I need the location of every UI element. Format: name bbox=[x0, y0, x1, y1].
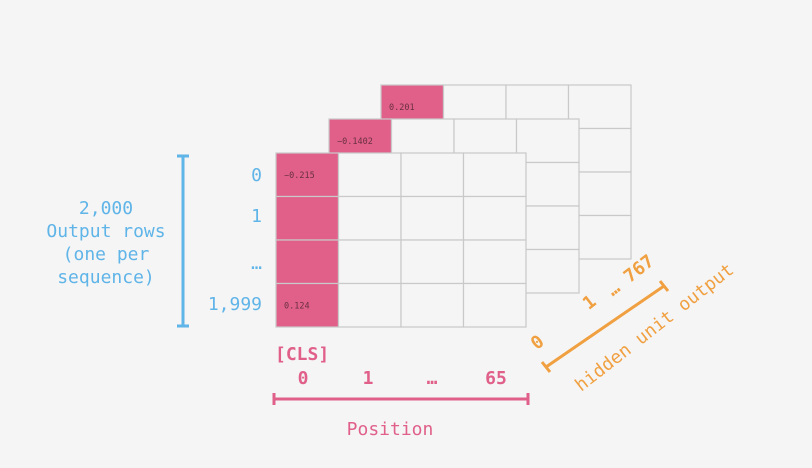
hidden-bracket-left-cap bbox=[540, 361, 552, 373]
front-layer-cell-r3-c1 bbox=[337, 282, 402, 328]
front-layer-cell-r1-c0 bbox=[275, 195, 340, 241]
front-layer-cell-r2-c1 bbox=[337, 239, 402, 285]
row-axis: 2,000 Output rows (one per sequence) 0 1… bbox=[46, 154, 262, 328]
back-layer-cls-value-r0: 0.201 bbox=[389, 103, 415, 113]
front-layer-cell-r1-c2 bbox=[400, 195, 465, 241]
front-layer-cell-r3-c2 bbox=[400, 282, 465, 328]
middle-layer-cell-r3-c3 bbox=[515, 248, 580, 294]
front-layer-cell-r1-c1 bbox=[337, 195, 402, 241]
position-label-0: 0 bbox=[298, 368, 309, 389]
front-layer-cell-r2-c3 bbox=[462, 239, 527, 285]
row-label-ellipsis: … bbox=[251, 253, 262, 274]
front-layer-cell-r0-c3 bbox=[462, 152, 527, 198]
middle-layer-cell-r2-c3 bbox=[515, 205, 580, 251]
hidden-bracket-line bbox=[545, 284, 665, 369]
front-layer-cell-r1-c3 bbox=[462, 195, 527, 241]
hidden-label-1: 1 bbox=[579, 291, 600, 314]
front-layer-cell-r0-c1 bbox=[337, 152, 402, 198]
position-label-ellipsis: … bbox=[427, 368, 438, 389]
row-label-0: 0 bbox=[251, 165, 262, 186]
front-layer-cls-value-r3: 0.124 bbox=[284, 301, 310, 311]
row-label-1: 1 bbox=[251, 206, 262, 227]
front-layer-cell-r2-c2 bbox=[400, 239, 465, 285]
row-label-1999: 1,999 bbox=[208, 294, 262, 315]
front-layer-cell-r0-c2 bbox=[400, 152, 465, 198]
front-layer-cls-value-r0: −0.215 bbox=[284, 171, 315, 181]
cls-label: [CLS] bbox=[275, 344, 329, 365]
hidden-bracket-right-cap bbox=[658, 280, 670, 292]
hidden-label-0: 0 bbox=[527, 331, 548, 354]
middle-layer-cls-value-r0: −0.1402 bbox=[337, 137, 373, 147]
row-axis-title-line-1: 2,000 bbox=[79, 198, 133, 219]
position-axis: [CLS] 0 1 … 65 Position bbox=[272, 344, 530, 440]
front-layer-cell-r3-c3 bbox=[462, 282, 527, 328]
position-label-65: 65 bbox=[485, 368, 507, 389]
front-layer-cell-r2-c0 bbox=[275, 239, 340, 285]
row-axis-title-line-2: Output rows bbox=[46, 221, 165, 242]
row-axis-title-line-3: (one per bbox=[63, 244, 150, 265]
row-axis-title-line-4: sequence) bbox=[57, 267, 155, 288]
hidden-layer-front: −0.215 0.124 bbox=[275, 152, 527, 328]
position-label-1: 1 bbox=[363, 368, 374, 389]
hidden-axis-title: hidden unit output bbox=[571, 259, 738, 396]
middle-layer-cell-r0-c3 bbox=[515, 118, 580, 164]
position-axis-title: Position bbox=[347, 419, 434, 440]
